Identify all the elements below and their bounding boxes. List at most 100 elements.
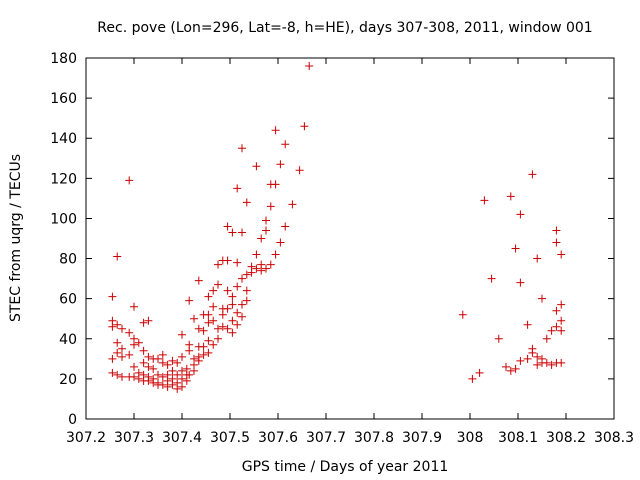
data-point	[242, 296, 251, 305]
data-point	[214, 334, 222, 343]
data-point	[458, 310, 467, 319]
data-point	[154, 354, 162, 363]
y-tick-label: 20	[59, 372, 77, 388]
data-point	[233, 282, 242, 291]
data-point	[173, 358, 182, 367]
data-point	[266, 260, 275, 269]
data-point	[144, 352, 153, 361]
data-point	[223, 286, 232, 295]
data-point	[173, 384, 182, 393]
data-point	[178, 382, 186, 391]
data-point	[209, 340, 218, 349]
data-point	[125, 176, 134, 185]
data-point	[238, 300, 246, 309]
data-point	[113, 320, 122, 329]
data-point	[214, 324, 222, 333]
data-points	[108, 62, 566, 393]
data-point	[194, 356, 203, 365]
data-point	[158, 380, 167, 389]
data-point	[139, 318, 148, 327]
data-point	[199, 342, 208, 351]
y-tick-label: 60	[59, 292, 77, 308]
data-point	[557, 358, 566, 367]
y-tick-label: 40	[59, 332, 77, 348]
data-point	[139, 346, 148, 355]
data-point	[228, 228, 237, 237]
data-point	[475, 368, 484, 377]
data-point	[134, 374, 143, 383]
data-point	[233, 184, 242, 193]
data-point	[218, 322, 227, 331]
y-tick-label: 180	[50, 51, 77, 67]
data-point	[113, 338, 122, 347]
data-point	[238, 144, 246, 153]
data-point	[266, 202, 275, 211]
data-point	[144, 362, 153, 371]
data-point	[281, 140, 290, 149]
y-tick-label: 100	[50, 211, 77, 227]
data-point	[228, 316, 237, 325]
data-point	[533, 360, 542, 369]
x-tick-label: 308	[457, 430, 484, 446]
data-point	[204, 336, 213, 345]
data-point	[158, 358, 167, 367]
data-point	[209, 302, 218, 311]
data-point	[557, 316, 566, 325]
data-point	[552, 238, 561, 247]
data-point	[209, 316, 218, 325]
data-point	[173, 370, 182, 379]
data-point	[502, 362, 510, 371]
data-point	[118, 344, 126, 353]
x-tick-label: 307.2	[66, 430, 106, 446]
data-point	[252, 264, 261, 273]
data-point	[194, 276, 203, 285]
x-tick-label: 307.5	[210, 430, 250, 446]
data-point	[262, 226, 270, 235]
y-tick-label: 160	[50, 91, 77, 107]
data-point	[557, 326, 566, 335]
data-point	[547, 360, 556, 369]
data-point	[511, 364, 520, 373]
data-point	[506, 192, 515, 201]
data-point	[528, 348, 537, 357]
data-point	[223, 304, 232, 313]
x-tick-label: 307.9	[402, 430, 442, 446]
data-point	[185, 370, 194, 379]
data-point	[533, 352, 542, 361]
data-point	[542, 358, 551, 367]
y-tick-label: 140	[50, 131, 77, 147]
data-point	[125, 350, 134, 359]
x-tick-label: 307.4	[162, 430, 202, 446]
data-point	[108, 322, 117, 331]
data-point	[233, 258, 242, 267]
data-point	[139, 358, 148, 367]
data-point	[185, 296, 194, 305]
data-point	[238, 274, 246, 283]
data-point	[228, 300, 237, 309]
data-point	[276, 160, 285, 169]
x-tick-label: 307.7	[306, 430, 346, 446]
data-point	[214, 260, 222, 269]
data-point	[168, 356, 177, 365]
data-point	[113, 370, 122, 379]
data-point	[158, 350, 167, 359]
data-point	[108, 368, 117, 377]
data-point	[113, 252, 122, 261]
data-point	[178, 366, 186, 375]
data-point	[223, 222, 232, 231]
data-point	[125, 328, 134, 337]
data-point	[182, 376, 191, 385]
data-point	[108, 292, 117, 301]
data-point	[557, 250, 566, 259]
y-tick-label: 80	[59, 252, 77, 268]
data-point	[252, 250, 261, 259]
data-point	[204, 310, 213, 319]
data-point	[118, 352, 126, 361]
data-point	[168, 380, 177, 389]
data-point	[281, 222, 290, 231]
data-point	[178, 352, 186, 361]
data-point	[271, 250, 280, 259]
data-point	[271, 126, 280, 135]
data-point	[238, 228, 246, 237]
data-point	[134, 338, 143, 347]
